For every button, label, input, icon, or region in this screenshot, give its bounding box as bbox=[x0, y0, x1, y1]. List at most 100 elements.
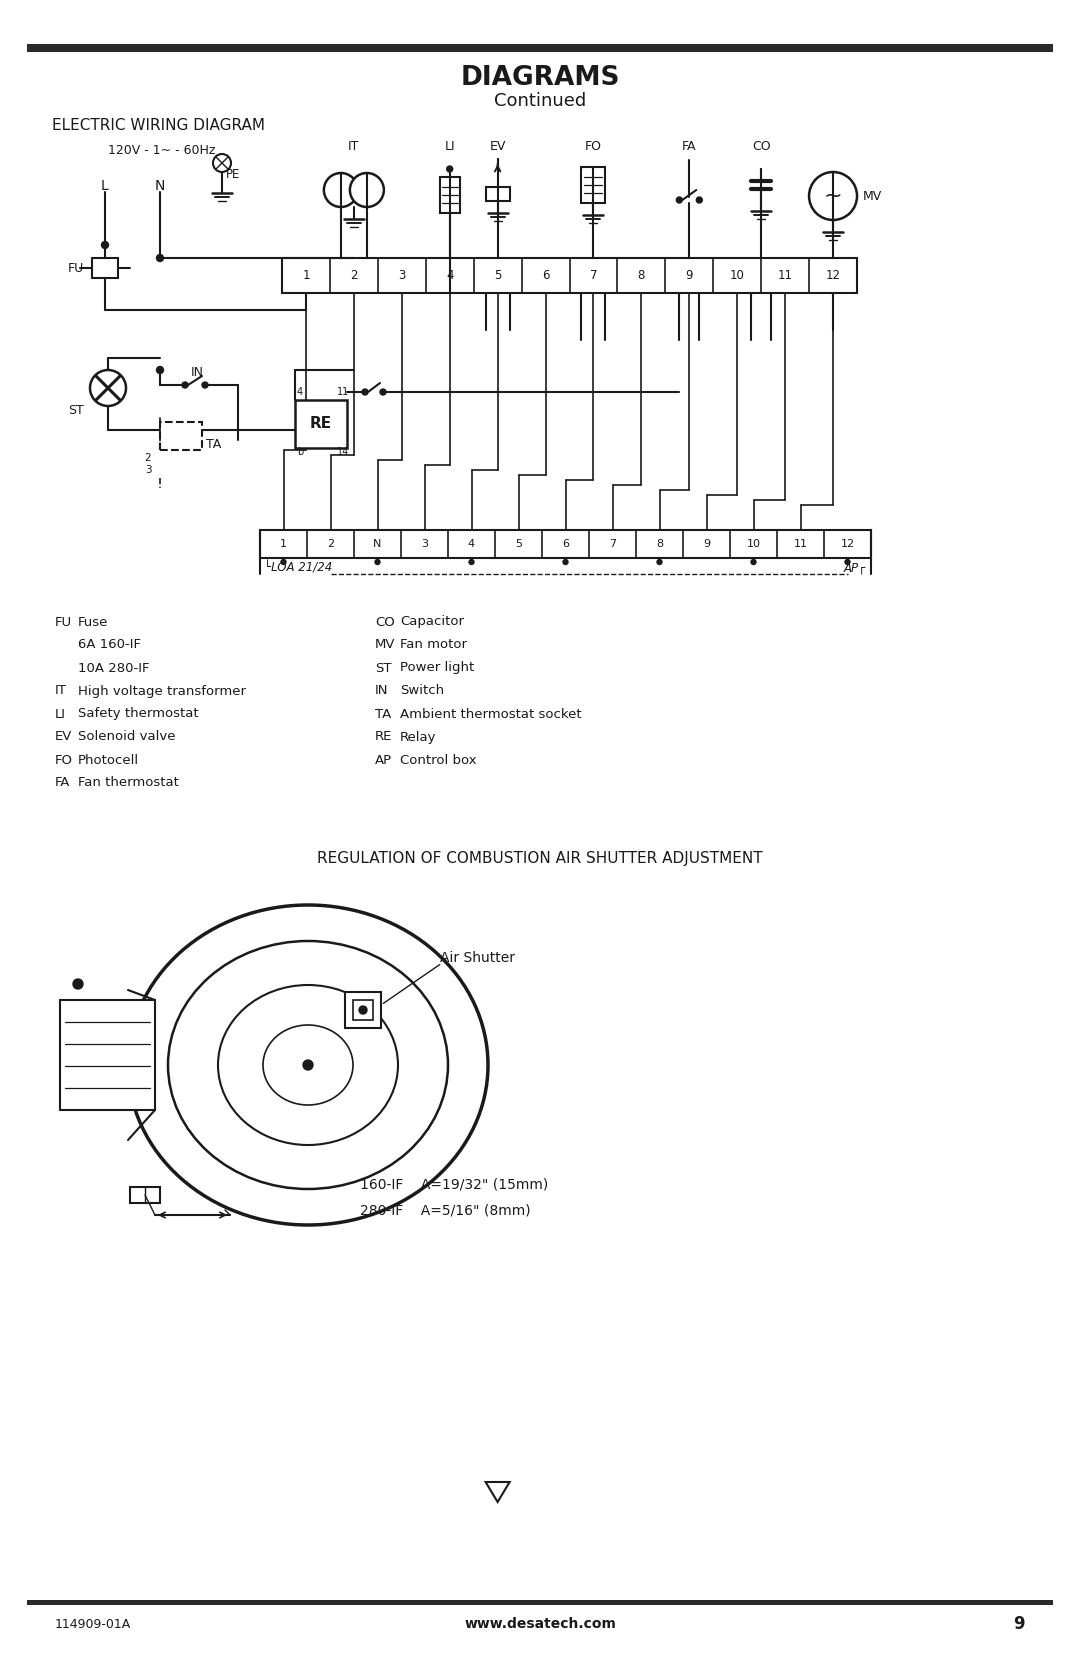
Text: FA: FA bbox=[683, 140, 697, 154]
Text: 6: 6 bbox=[542, 269, 550, 282]
Circle shape bbox=[157, 254, 163, 262]
Circle shape bbox=[73, 980, 83, 990]
Text: High voltage transformer: High voltage transformer bbox=[78, 684, 246, 698]
Text: 10A 280-IF: 10A 280-IF bbox=[78, 661, 149, 674]
Text: 8: 8 bbox=[656, 539, 663, 549]
Text: 8: 8 bbox=[637, 269, 645, 282]
Circle shape bbox=[102, 242, 108, 249]
Text: IT: IT bbox=[348, 140, 360, 154]
Text: └LOA 21/24: └LOA 21/24 bbox=[264, 561, 333, 574]
Bar bbox=[60, 1000, 156, 1110]
Circle shape bbox=[281, 559, 286, 564]
Text: 6A 160-IF: 6A 160-IF bbox=[78, 639, 141, 651]
Text: Relay: Relay bbox=[400, 731, 436, 743]
Text: ST: ST bbox=[68, 404, 84, 417]
Text: b: b bbox=[297, 447, 303, 457]
Circle shape bbox=[350, 174, 383, 207]
Text: EV: EV bbox=[55, 731, 72, 743]
Text: MV: MV bbox=[863, 190, 882, 202]
Text: 7: 7 bbox=[609, 539, 616, 549]
Text: 14: 14 bbox=[337, 447, 349, 457]
Text: Safety thermostat: Safety thermostat bbox=[78, 708, 199, 721]
Text: 2: 2 bbox=[145, 452, 151, 462]
Circle shape bbox=[303, 1060, 313, 1070]
Text: DIAGRAMS: DIAGRAMS bbox=[460, 65, 620, 92]
Bar bbox=[160, 422, 202, 451]
Text: 120V - 1~ - 60Hz: 120V - 1~ - 60Hz bbox=[108, 144, 215, 157]
Bar bbox=[130, 1187, 160, 1203]
Bar bbox=[581, 167, 606, 204]
Text: 1: 1 bbox=[302, 269, 310, 282]
Bar bbox=[92, 259, 118, 279]
Text: 12: 12 bbox=[840, 539, 854, 549]
Text: TA: TA bbox=[206, 439, 221, 452]
Circle shape bbox=[676, 197, 683, 204]
Circle shape bbox=[751, 559, 756, 564]
Text: LI: LI bbox=[55, 708, 66, 721]
Text: 10: 10 bbox=[746, 539, 760, 549]
Text: IT: IT bbox=[55, 684, 67, 698]
Text: LI: LI bbox=[444, 140, 455, 154]
Text: 10: 10 bbox=[730, 269, 744, 282]
Circle shape bbox=[90, 371, 126, 406]
Text: 114909-01A: 114909-01A bbox=[55, 1617, 132, 1631]
Text: N: N bbox=[374, 539, 381, 549]
Text: ~: ~ bbox=[824, 185, 842, 205]
Circle shape bbox=[380, 389, 386, 396]
Text: Fan thermostat: Fan thermostat bbox=[78, 776, 179, 789]
Bar bbox=[295, 401, 347, 447]
Text: IN: IN bbox=[191, 367, 204, 379]
Bar bbox=[282, 259, 858, 294]
Text: FA: FA bbox=[55, 776, 70, 789]
Text: 11: 11 bbox=[337, 387, 349, 397]
Bar bbox=[440, 177, 460, 214]
Text: Power light: Power light bbox=[400, 661, 474, 674]
Text: 160-IF    A=19/32" (15mm): 160-IF A=19/32" (15mm) bbox=[360, 1178, 549, 1192]
Circle shape bbox=[657, 559, 662, 564]
Circle shape bbox=[375, 559, 380, 564]
Text: 4: 4 bbox=[297, 387, 303, 397]
Circle shape bbox=[845, 559, 850, 564]
Text: ELECTRIC WIRING DIAGRAM: ELECTRIC WIRING DIAGRAM bbox=[52, 118, 265, 134]
Text: N: N bbox=[154, 179, 165, 194]
Text: 11: 11 bbox=[794, 539, 808, 549]
Text: 3: 3 bbox=[421, 539, 428, 549]
Text: 9: 9 bbox=[1013, 1616, 1025, 1632]
Bar bbox=[260, 531, 870, 557]
Text: 4: 4 bbox=[468, 539, 475, 549]
Text: PE: PE bbox=[226, 169, 241, 182]
Text: FO: FO bbox=[585, 140, 602, 154]
Text: 12: 12 bbox=[825, 269, 840, 282]
Text: 9: 9 bbox=[686, 269, 693, 282]
Text: 4: 4 bbox=[446, 269, 454, 282]
Text: AP: AP bbox=[375, 753, 392, 766]
Text: Ambient thermostat socket: Ambient thermostat socket bbox=[400, 708, 582, 721]
Circle shape bbox=[563, 559, 568, 564]
Circle shape bbox=[324, 174, 357, 207]
Bar bbox=[27, 43, 1053, 52]
Text: RE: RE bbox=[310, 417, 332, 432]
Text: 1: 1 bbox=[280, 539, 287, 549]
Text: 6: 6 bbox=[562, 539, 569, 549]
Circle shape bbox=[157, 367, 163, 374]
Circle shape bbox=[697, 197, 702, 204]
Text: Fuse: Fuse bbox=[78, 616, 108, 629]
Text: 2: 2 bbox=[327, 539, 334, 549]
Text: CO: CO bbox=[752, 140, 770, 154]
Circle shape bbox=[362, 389, 368, 396]
Text: Solenoid valve: Solenoid valve bbox=[78, 731, 175, 743]
Bar bbox=[345, 991, 381, 1028]
Text: Fan motor: Fan motor bbox=[400, 639, 467, 651]
Text: REGULATION OF COMBUSTION AIR SHUTTER ADJUSTMENT: REGULATION OF COMBUSTION AIR SHUTTER ADJ… bbox=[318, 851, 762, 866]
Text: FU: FU bbox=[68, 262, 84, 274]
Text: FO: FO bbox=[55, 753, 73, 766]
Bar bbox=[27, 1601, 1053, 1606]
Text: AP┌: AP┌ bbox=[843, 561, 866, 574]
Text: Control box: Control box bbox=[400, 753, 476, 766]
Text: Photocell: Photocell bbox=[78, 753, 139, 766]
Text: www.desatech.com: www.desatech.com bbox=[464, 1617, 616, 1631]
Circle shape bbox=[202, 382, 208, 387]
Text: 11: 11 bbox=[778, 269, 793, 282]
Circle shape bbox=[213, 154, 231, 172]
Text: 7: 7 bbox=[590, 269, 597, 282]
